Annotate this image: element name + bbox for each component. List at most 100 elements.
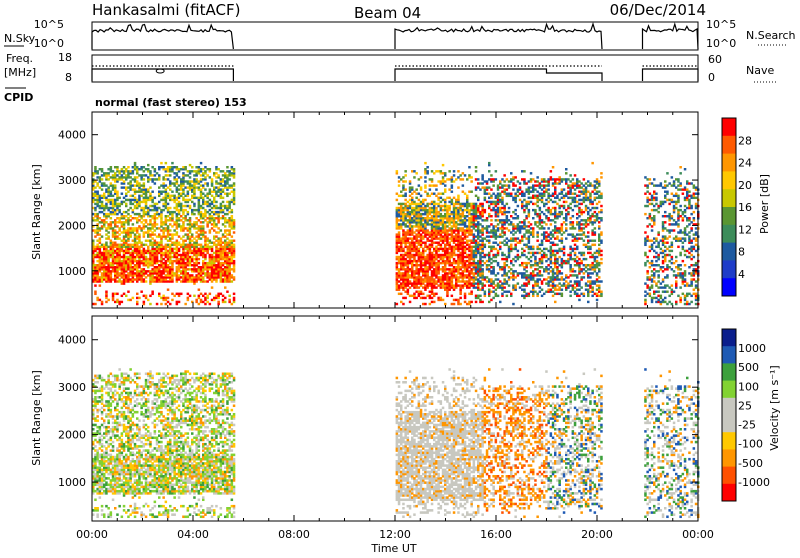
power-cell xyxy=(204,235,207,237)
power-cell xyxy=(182,248,185,250)
power-cell xyxy=(112,268,115,270)
power-cell xyxy=(233,260,236,262)
power-cell xyxy=(228,178,231,180)
power-cell xyxy=(134,217,137,219)
power-cell xyxy=(187,278,190,280)
power-cell xyxy=(411,209,414,211)
power-cell xyxy=(415,291,418,293)
power-cell xyxy=(534,223,537,225)
power-cell xyxy=(440,205,443,207)
power-cell xyxy=(497,207,500,209)
power-cell xyxy=(486,264,489,266)
power-cell xyxy=(499,199,502,201)
power-cell xyxy=(488,162,491,164)
power-cell xyxy=(435,209,438,211)
power-cell xyxy=(191,184,194,186)
power-cell xyxy=(231,254,234,256)
power-cell xyxy=(233,231,236,233)
power-cell xyxy=(226,170,229,172)
power-cell xyxy=(228,217,231,219)
power-cell xyxy=(224,213,227,215)
power-cell xyxy=(481,205,484,207)
power-cell xyxy=(506,188,509,190)
power-cell xyxy=(413,254,416,256)
power-cell xyxy=(158,248,161,250)
power-cell xyxy=(151,180,154,182)
power-cell xyxy=(499,233,502,235)
power-cell xyxy=(209,293,212,295)
power-cell xyxy=(129,258,132,260)
power-cell xyxy=(103,278,106,280)
power-cell xyxy=(154,174,157,176)
power-cell xyxy=(176,203,179,205)
power-cell xyxy=(213,258,216,260)
power-cell xyxy=(132,250,135,252)
power-cell xyxy=(191,223,194,225)
power-cell xyxy=(451,233,454,235)
power-cell xyxy=(125,268,128,270)
power-cell xyxy=(198,244,201,246)
power-cell xyxy=(426,295,429,297)
power-cell xyxy=(112,227,115,229)
power-cell xyxy=(154,258,157,260)
power-cell xyxy=(116,272,119,274)
power-cell xyxy=(413,207,416,209)
power-cell xyxy=(413,191,416,193)
power-cell xyxy=(462,254,465,256)
power-cell xyxy=(444,215,447,217)
power-cell xyxy=(479,299,482,301)
power-cell xyxy=(123,180,126,182)
power-cell xyxy=(462,264,465,266)
power-cell xyxy=(499,280,502,282)
power-cell xyxy=(510,223,513,225)
power-cell xyxy=(457,240,460,242)
power-cell xyxy=(488,301,491,303)
power-cell xyxy=(530,197,533,199)
power-cell xyxy=(464,242,467,244)
power-cell xyxy=(545,223,548,225)
power-cell xyxy=(435,188,438,190)
power-cell xyxy=(477,248,480,250)
power-cell xyxy=(402,207,405,209)
power-cell xyxy=(453,170,456,172)
power-cell xyxy=(195,170,198,172)
power-cell xyxy=(154,240,157,242)
power-cell xyxy=(169,170,172,172)
power-cell xyxy=(429,244,432,246)
power-cell xyxy=(409,258,412,260)
power-cell xyxy=(127,223,130,225)
power-cell xyxy=(154,168,157,170)
power-cell xyxy=(158,186,161,188)
power-cell xyxy=(400,209,403,211)
power-cell xyxy=(189,170,192,172)
power-cell xyxy=(525,256,528,258)
power-cell xyxy=(209,188,212,190)
power-cell xyxy=(167,174,170,176)
power-cell xyxy=(127,256,130,258)
power-cell xyxy=(490,235,493,237)
power-cell xyxy=(193,223,196,225)
power-cell xyxy=(145,211,148,213)
power-cell xyxy=(147,258,150,260)
power-cell xyxy=(105,272,108,274)
power-cell xyxy=(217,211,220,213)
power-cell xyxy=(228,229,231,231)
power-cell xyxy=(200,188,203,190)
power-cell xyxy=(440,268,443,270)
power-cell xyxy=(171,242,174,244)
power-cell xyxy=(202,248,205,250)
power-cell xyxy=(200,221,203,223)
power-cell xyxy=(193,278,196,280)
power-cell xyxy=(398,248,401,250)
power-cell xyxy=(462,215,465,217)
power-cell xyxy=(231,268,234,270)
power-cell xyxy=(112,209,115,211)
power-cell xyxy=(99,217,102,219)
power-cell xyxy=(490,266,493,268)
power-cell xyxy=(176,254,179,256)
power-cell xyxy=(169,188,172,190)
power-cell xyxy=(180,293,183,295)
power-cell xyxy=(217,268,220,270)
power-cell xyxy=(162,264,165,266)
power-cell xyxy=(418,244,421,246)
